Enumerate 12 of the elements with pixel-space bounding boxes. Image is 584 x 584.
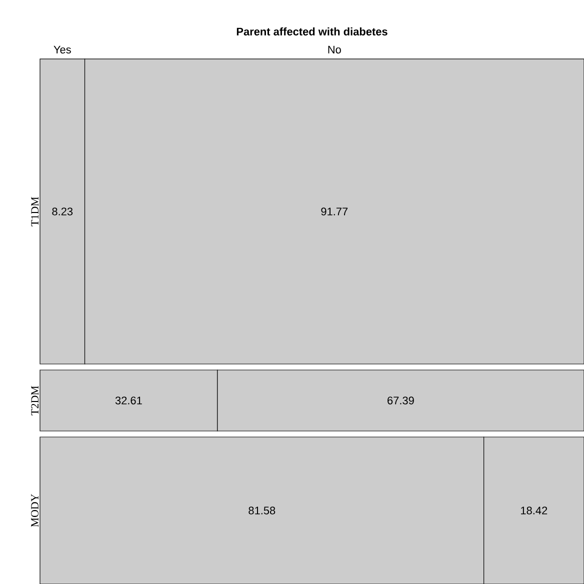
y-tick-label: MODY [31,494,38,527]
data-label: 91.77 [321,208,348,216]
legend-title: Parent affected with diabetes [236,27,388,36]
y-tick-label: T1DM [31,196,38,226]
series-label: Yes [54,46,71,54]
data-label: 81.58 [248,506,276,514]
data-label: 67.39 [388,396,414,404]
data-label: 32.61 [115,396,142,404]
y-tick-label: T2DM [31,386,38,416]
data-label: 18.42 [521,506,548,514]
data-label: 8.23 [52,208,73,216]
series-label: No [328,46,341,54]
